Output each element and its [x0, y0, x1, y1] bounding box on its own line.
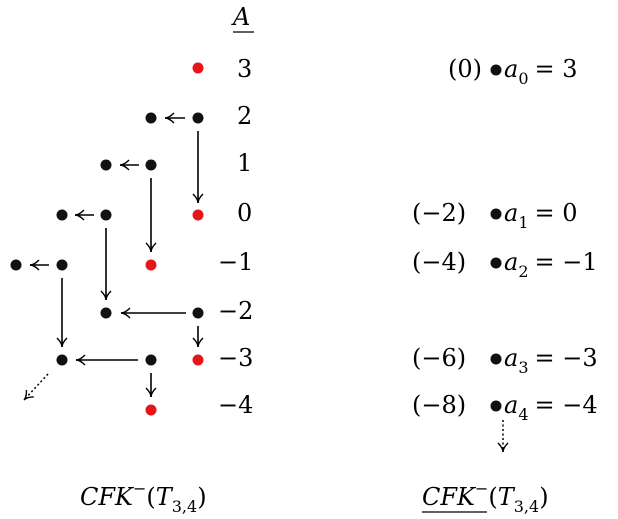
- generator-equation: a0 = 3: [504, 55, 578, 88]
- level-label-m4: −4: [218, 391, 253, 419]
- generator: [100, 209, 112, 221]
- level-label-3: 3: [237, 55, 252, 83]
- arrow-dotted-diagonal: [23, 373, 49, 401]
- generator-equation: a2 = −1: [504, 248, 598, 281]
- generator-red: [192, 209, 204, 221]
- grading-label: (−2): [412, 199, 466, 227]
- right-caption: CFK−(T3,4): [422, 479, 549, 516]
- level-label-m3: −3: [218, 344, 253, 372]
- grading-label: (−4): [412, 248, 466, 276]
- level-label-m1: −1: [218, 248, 253, 276]
- level-label-0: 0: [237, 199, 252, 227]
- axis-label-a: A: [231, 3, 250, 31]
- grading-label: (0): [448, 55, 482, 83]
- generator: [490, 400, 502, 412]
- grading-label: (−8): [412, 391, 466, 419]
- generator: [490, 208, 502, 220]
- generator-red: [145, 404, 157, 416]
- generator-red: [192, 62, 204, 74]
- level-label-m2: −2: [218, 297, 253, 325]
- generator-equation: a4 = −4: [504, 391, 598, 424]
- right-diagram: (0) a0 = 3 (−2) a1 = 0 (−4) a2 = −1 (−6) a3…: [412, 55, 598, 516]
- left-diagram: A 3 2 1 0 −1 −2 −3 −4: [10, 3, 254, 516]
- generator: [56, 354, 68, 366]
- generator: [145, 159, 157, 171]
- generator: [192, 307, 204, 319]
- generator-red: [145, 259, 157, 271]
- generator: [192, 112, 204, 124]
- grading-label: (−6): [412, 344, 466, 372]
- generator: [490, 353, 502, 365]
- level-label-2: 2: [237, 102, 252, 130]
- generator: [56, 209, 68, 221]
- generator: [100, 159, 112, 171]
- level-label-1: 1: [237, 149, 252, 177]
- generator: [145, 112, 157, 124]
- generator: [145, 354, 157, 366]
- generator-red: [192, 354, 204, 366]
- generator: [10, 259, 22, 271]
- left-caption: CFK−(T3,4): [80, 479, 207, 516]
- generator: [100, 307, 112, 319]
- generator-equation: a3 = −3: [504, 344, 598, 377]
- generator-equation: a1 = 0: [504, 199, 578, 232]
- generator: [490, 257, 502, 269]
- generator: [490, 64, 502, 76]
- generator: [56, 259, 68, 271]
